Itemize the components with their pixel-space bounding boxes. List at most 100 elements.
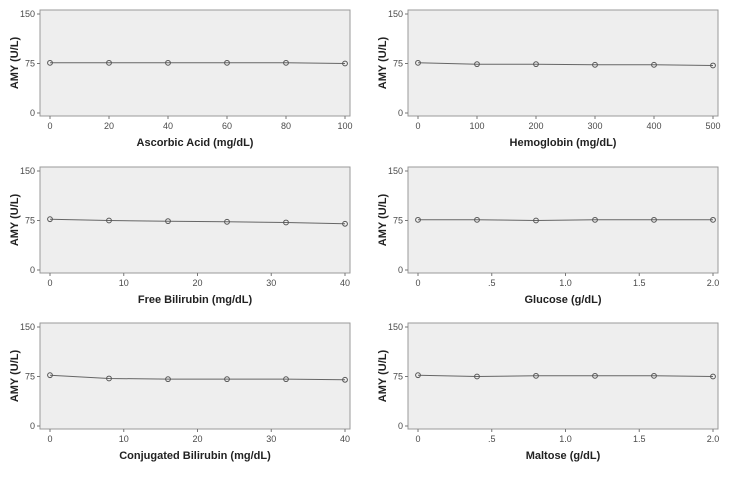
data-point: [342, 220, 348, 227]
y-axis-title: AMY (U/L): [377, 349, 389, 402]
x-tick-label: 80: [281, 121, 291, 131]
x-tick-label: 30: [266, 278, 276, 288]
data-point: [283, 376, 289, 383]
x-tick-label: 30: [266, 434, 276, 444]
x-axis-title: Hemoglobin (mg/dL): [510, 137, 617, 149]
x-tick-label: 20: [192, 278, 202, 288]
x-tick-label: 0: [47, 434, 52, 444]
data-point: [533, 61, 539, 68]
chart-panel-3: 0 75 150 0 10 20 30 40 Free Bilirubin (mg/dL) AMY…: [9, 166, 351, 306]
data-point: [592, 61, 598, 68]
x-tick-label: 20: [192, 434, 202, 444]
x-tick-label: 0: [415, 278, 420, 288]
x-axis-title: Glucose (g/dL): [525, 294, 602, 306]
x-tick-label: 40: [340, 434, 350, 444]
data-point: [165, 376, 171, 383]
x-tick-label: 1.5: [633, 434, 646, 444]
y-tick-label: 75: [393, 216, 403, 226]
x-axis-title: Ascorbic Acid (mg/dL): [137, 137, 254, 149]
series-line: [418, 219, 713, 222]
data-point: [106, 217, 112, 224]
y-tick-label: 150: [20, 322, 35, 332]
y-tick-label: 75: [25, 216, 35, 226]
x-tick-label: 40: [163, 121, 173, 131]
y-tick-label: 0: [30, 265, 35, 275]
x-tick-label: 200: [528, 121, 543, 131]
data-point: [342, 376, 348, 383]
y-tick-label: 0: [30, 421, 35, 431]
data-point: [592, 216, 598, 223]
data-point: [415, 216, 421, 223]
data-point: [283, 219, 289, 226]
data-point: [710, 373, 716, 380]
y-tick-label: 0: [30, 108, 35, 118]
x-tick-label: 2.0: [707, 278, 720, 288]
plot-area: [39, 322, 351, 430]
series-line: [49, 218, 346, 225]
y-axis-title: AMY (U/L): [9, 349, 21, 402]
data-point: [47, 216, 53, 223]
data-point: [474, 61, 480, 68]
data-point: [474, 216, 480, 223]
data-point: [47, 59, 53, 66]
data-point: [47, 372, 53, 379]
x-tick-label: 100: [469, 121, 484, 131]
data-point: [533, 372, 539, 379]
data-point: [474, 373, 480, 380]
x-tick-label: 400: [646, 121, 661, 131]
chart-panel-5: 0 75 150 0 10 20 30 40 Conjugated Bilirubin (mg/…: [9, 322, 351, 462]
series-line: [417, 62, 714, 66]
x-tick-label: 0: [415, 121, 420, 131]
x-tick-label: 500: [705, 121, 720, 131]
chart-panel-4: 0 75 150 0 .5 1.0 1.5 2.0 Glucose (g/dL) AMY (U/L…: [377, 166, 719, 306]
data-point: [592, 372, 598, 379]
y-tick-label: 0: [398, 421, 403, 431]
y-axis-title: AMY (U/L): [377, 193, 389, 246]
y-tick-label: 150: [388, 9, 403, 19]
y-tick-label: 150: [20, 9, 35, 19]
x-tick-label: 1.5: [633, 278, 646, 288]
y-axis-title: AMY (U/L): [377, 36, 389, 89]
x-tick-label: 0: [47, 121, 52, 131]
chart-panel-6: 0 75 150 0 .5 1.0 1.5 2.0 Maltose (g/dL) AMY (U/L…: [377, 322, 719, 462]
data-point: [651, 372, 657, 379]
y-tick-label: 150: [388, 322, 403, 332]
y-axis-title: AMY (U/L): [9, 36, 21, 89]
data-point: [342, 60, 348, 67]
data-point: [415, 372, 421, 379]
data-point: [415, 59, 421, 66]
y-axis-title: AMY (U/L): [9, 193, 21, 246]
x-tick-label: 10: [119, 434, 129, 444]
y-tick-label: 0: [398, 108, 403, 118]
x-tick-label: 300: [587, 121, 602, 131]
data-point: [106, 375, 112, 382]
x-tick-label: .5: [488, 434, 496, 444]
data-point: [224, 218, 230, 225]
y-tick-label: 75: [25, 372, 35, 382]
x-axis-title: Conjugated Bilirubin (mg/dL): [119, 450, 271, 462]
x-tick-label: .5: [488, 278, 496, 288]
data-point: [710, 216, 716, 223]
data-point: [283, 59, 289, 66]
x-tick-label: 0: [47, 278, 52, 288]
y-tick-label: 75: [393, 59, 403, 69]
data-point: [710, 62, 716, 69]
data-point: [165, 218, 171, 225]
data-point: [651, 216, 657, 223]
x-tick-label: 10: [119, 278, 129, 288]
y-tick-label: 150: [388, 166, 403, 176]
series-line: [417, 374, 714, 378]
chart-panel-1: 0 75 150 0 20 40 60 80 100 Ascorbic Acid (mg/dL) A…: [9, 9, 353, 149]
x-tick-label: 40: [340, 278, 350, 288]
y-tick-label: 75: [393, 372, 403, 382]
x-axis-title: Free Bilirubin (mg/dL): [138, 294, 253, 306]
chart-panel-2: 0 75 150 0 100 200 300 400 500 Hemoglobin (mg/dL)…: [377, 9, 721, 149]
data-point: [651, 61, 657, 68]
x-tick-label: 1.0: [559, 434, 572, 444]
x-tick-label: 0: [415, 434, 420, 444]
data-point: [533, 217, 539, 224]
data-point: [106, 59, 112, 66]
x-tick-label: 60: [222, 121, 232, 131]
x-tick-label: 2.0: [707, 434, 720, 444]
